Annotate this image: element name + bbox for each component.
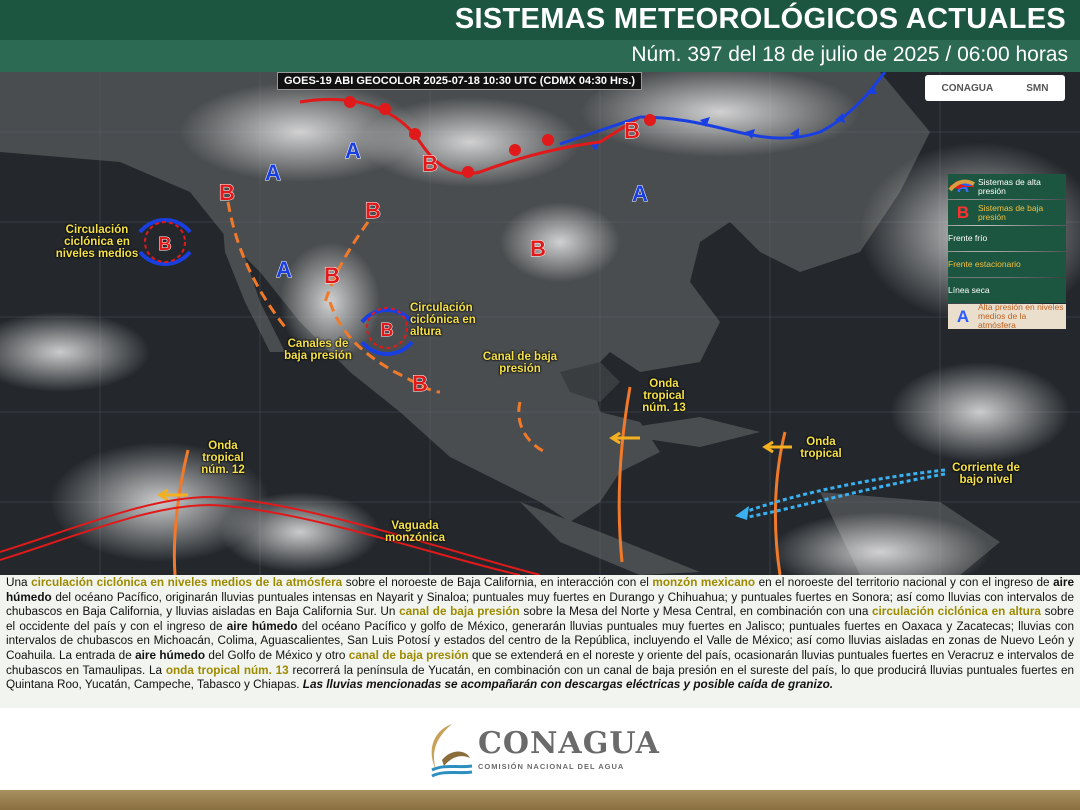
map-label: Vaguada monzónica — [384, 520, 446, 544]
map-label: Onda tropical núm. 13 — [642, 378, 686, 414]
subheader-bar: Núm. 397 del 18 de julio de 2025 / 06:00… — [0, 40, 1080, 72]
forecast-segment: sobre el noroeste de Baja California, en… — [342, 576, 653, 589]
forecast-segment: monzón mexicano — [652, 576, 756, 589]
logo-text: CONAGUA — [941, 82, 994, 94]
forecast-segment: del Golfo de México y otro — [205, 648, 349, 662]
footer: CONAGUA COMISIÓN NACIONAL DEL AGUA — [0, 708, 1080, 790]
logo-text: SMN — [1026, 82, 1049, 94]
forecast-segment: en el noroeste del territorio nacional y… — [755, 576, 1054, 589]
legend-label: Frente frío — [948, 233, 988, 243]
map-label: Circulación ciclónica en altura — [410, 302, 476, 338]
forecast-segment: Las lluvias mencionadas se acompañarán c… — [302, 678, 834, 692]
low-pressure: B — [159, 234, 172, 254]
title: SISTEMAS METEOROLÓGICOS ACTUALES — [454, 3, 1066, 35]
legend-label: Sistemas de alta presión — [978, 176, 1041, 196]
forecast-segment: canal de baja presión — [399, 605, 520, 619]
high-pressure: A — [632, 181, 648, 206]
low-pressure: B — [624, 118, 640, 143]
legend: A Sistemas de alta presión B Sistemas de ba… — [948, 174, 1066, 330]
bottom-band — [0, 790, 1080, 810]
footer-subtitle: COMISIÓN NACIONAL DEL AGUA — [478, 762, 625, 771]
legend-icon — [948, 179, 975, 192]
legend-item: B Sistemas de baja presión — [948, 200, 1066, 225]
low-pressure: B — [365, 198, 381, 223]
forecast-segment: que se extenderá en el noreste y oriente… — [6, 648, 1074, 677]
forecast-segment: circulación ciclónica en altura — [872, 605, 1041, 619]
low-pressure: B — [422, 151, 438, 176]
low-pressure: B — [219, 180, 235, 205]
legend-label: Línea seca — [948, 285, 990, 295]
map-label: Onda tropical — [800, 436, 842, 460]
forecast-segment: aire húmedo — [6, 576, 1075, 604]
map-drawing: A A A A B B B B B B B B B — [0, 72, 1080, 575]
header-bar: SISTEMAS METEOROLÓGICOS ACTUALES — [0, 0, 1080, 40]
forecast-segment: Una — [6, 576, 32, 589]
low-pressure: B — [324, 263, 340, 288]
agency-logos: CONAGUA SMN — [925, 75, 1065, 101]
image-caption: GOES-19 ABI GEOCOLOR 2025-07-18 10:30 UT… — [277, 72, 643, 90]
low-pressure: B — [530, 236, 546, 261]
map-label: Canales de baja presión — [284, 338, 352, 362]
high-pressure: A — [265, 160, 281, 185]
low-pressure: B — [412, 371, 428, 396]
legend-item: Frente frío — [948, 179, 1066, 251]
high-pressure: A — [345, 138, 361, 163]
map-label: Canal de baja presión — [482, 351, 558, 375]
legend-item: Línea seca — [948, 179, 1066, 303]
legend-label: Alta presión en niveles medios de la atm… — [978, 302, 1064, 330]
forecast-segment: sobre el occidente del país y con el ing… — [6, 605, 1074, 633]
footer-logo-icon — [431, 724, 473, 778]
legend-label: Frente estacionario — [948, 259, 1021, 269]
map-label: Corriente de bajo nivel — [952, 462, 1020, 486]
forecast-segment: del océano Pacífico y golfo de México, g… — [6, 619, 1074, 662]
forecast-segment: aire húmedo — [226, 619, 298, 633]
forecast-segment: onda tropical núm. 13 — [165, 663, 289, 677]
forecast-segment: circulación ciclónica en niveles medios … — [31, 576, 343, 589]
legend-item: A Alta presión en niveles medios de la at… — [948, 302, 1066, 330]
footer-name: CONAGUA — [478, 726, 660, 761]
map-label: Onda tropical núm. 12 — [201, 440, 245, 476]
forecast-segment: del océano Pacífico, originarán lluvias … — [6, 590, 1074, 619]
forecast-segment: aire húmedo — [135, 648, 206, 662]
forecast-segment: recorrerá la península de Yucatán, en co… — [6, 663, 1075, 692]
forecast-segment: sobre la Mesa del Norte y Mesa Central, … — [519, 605, 872, 619]
subtitle: Núm. 397 del 18 de julio de 2025 / 06:00… — [631, 43, 1068, 66]
legend-symbol: B — [956, 203, 970, 222]
high-pressure: A — [276, 257, 292, 282]
map-label: Circulación ciclónica en niveles medios — [55, 224, 139, 260]
low-pressure: B — [381, 320, 394, 340]
legend-symbol: A — [956, 307, 970, 326]
forecast-segment: canal de baja presión — [348, 648, 469, 662]
forecast-text: Una circulación ciclónica en niveles med… — [0, 575, 1080, 710]
legend-item: Frente estacionario — [948, 180, 1066, 277]
legend-label: Sistemas de baja presión — [978, 202, 1044, 222]
satellite-map: A A A A B B B B B B B B B GOES-19 ABI GE… — [0, 72, 1080, 575]
